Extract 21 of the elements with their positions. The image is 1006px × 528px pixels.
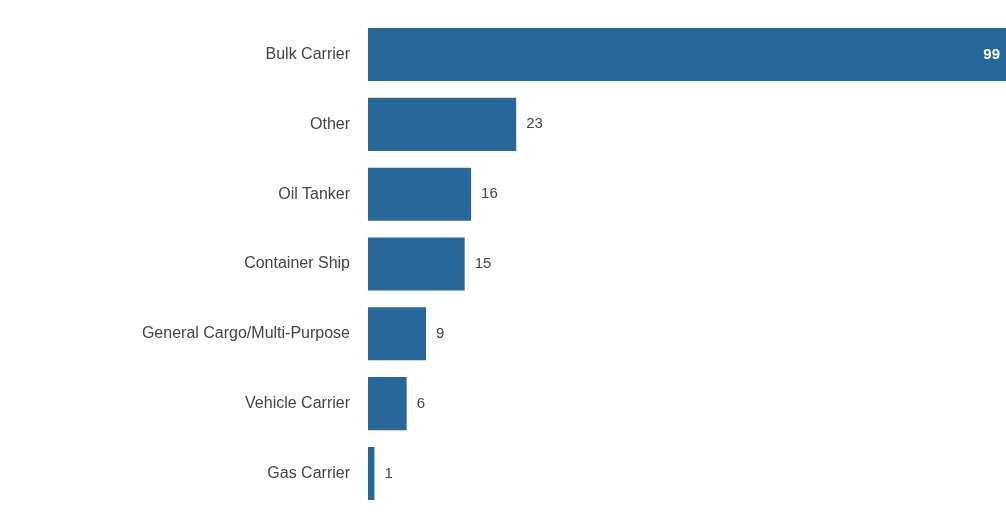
data-label: 16 — [481, 184, 498, 202]
y-tick-label: Bulk Carrier — [265, 44, 351, 62]
data-label: 1 — [384, 463, 393, 481]
data-label: 9 — [436, 323, 445, 341]
bar — [368, 167, 472, 221]
bar — [368, 377, 407, 431]
y-tick-label: Other — [309, 114, 351, 132]
y-tick-label: Container Ship — [244, 254, 351, 272]
y-tick-label: General Cargo/Multi-Purpose — [141, 324, 351, 342]
bar — [368, 307, 426, 361]
data-label: 23 — [526, 114, 543, 132]
bar — [368, 97, 517, 151]
bar — [368, 446, 375, 501]
bar — [368, 27, 1006, 82]
data-label: 6 — [416, 393, 426, 411]
y-tick-label: Oil Tanker — [278, 184, 351, 202]
y-tick-label: Gas Carrier — [267, 463, 351, 481]
data-label: 99 — [983, 44, 1000, 62]
y-tick-label: Vehicle Carrier — [245, 394, 351, 412]
data-label: 15 — [474, 254, 492, 272]
bar — [368, 237, 465, 291]
